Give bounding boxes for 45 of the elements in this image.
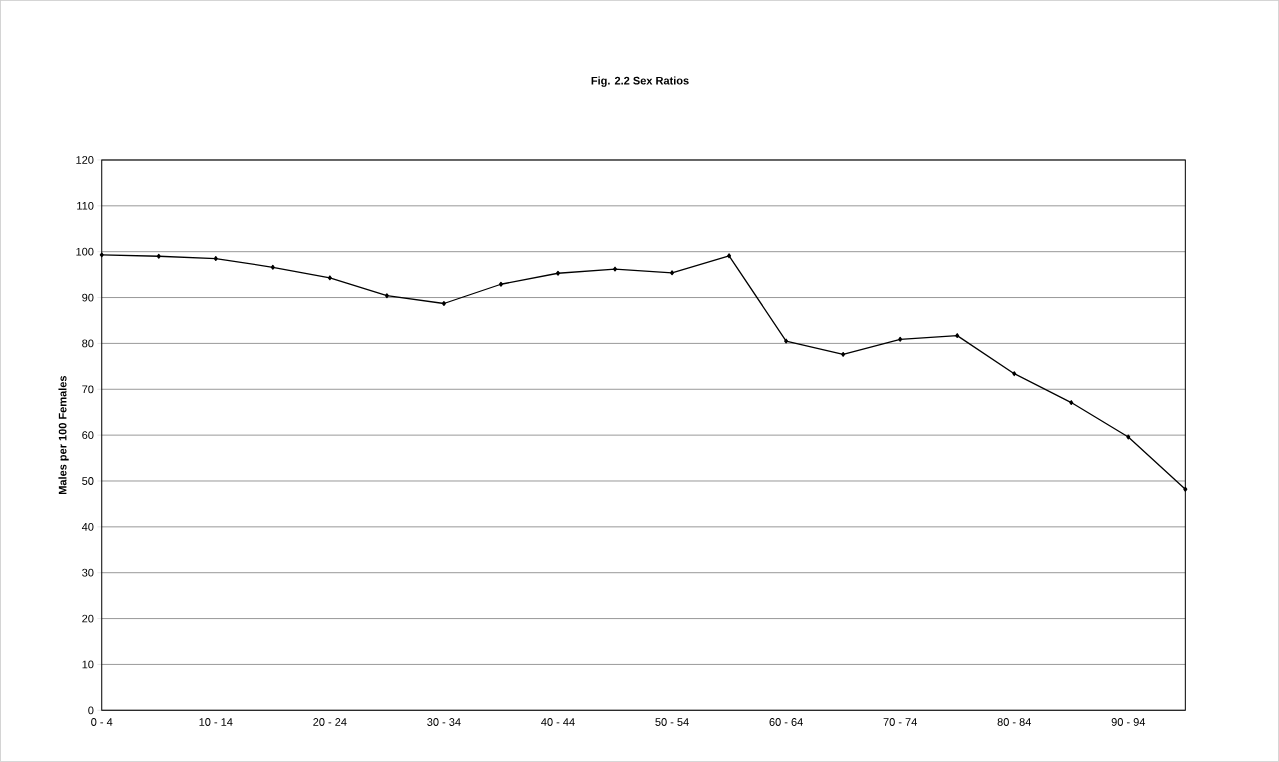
x-tick-label: 20 - 24 (313, 718, 347, 726)
point (1012, 371, 1017, 377)
y-tick-label: 20 (82, 614, 94, 623)
y-tick-label: 110 (77, 202, 94, 210)
point (99, 252, 104, 258)
y-tick-label: 90 (82, 293, 94, 302)
x-tick-label: 30 - 34 (427, 718, 461, 726)
point (955, 333, 960, 339)
point (270, 264, 275, 270)
x-tick-label: 90 - 94 (1111, 718, 1146, 726)
y-tick-label: 30 (82, 568, 94, 577)
x-tick-label: 50 - 54 (655, 718, 689, 726)
x-tick-label: 0 - 4 (91, 718, 113, 726)
x-tick-label: 70 - 74 (883, 718, 917, 726)
point (384, 293, 389, 299)
point (898, 336, 903, 342)
point (1183, 486, 1188, 492)
x-tick-label: 10 - 14 (199, 718, 233, 726)
point (213, 256, 218, 262)
y-axis-title: Males per 100 Females (58, 376, 69, 495)
point (441, 301, 446, 307)
point (613, 266, 618, 272)
y-tick-label: 60 (82, 431, 94, 440)
point (156, 253, 161, 259)
y-tick-label: 50 (82, 477, 94, 485)
y-tick-label: 100 (76, 247, 94, 256)
x-tick-label: 80 - 84 (997, 718, 1032, 726)
point (727, 253, 732, 259)
point (498, 281, 503, 287)
point (841, 352, 846, 357)
y-tick-label: 0 (88, 706, 94, 715)
x-tick-label: 60 - 64 (769, 718, 803, 726)
y-tick-label: 10 (82, 660, 94, 669)
y-tick-label: 40 (81, 523, 94, 531)
point (1126, 434, 1131, 440)
point (670, 270, 675, 276)
y-tick-label: 80 (82, 339, 94, 348)
y-tick-label: 120 (76, 156, 94, 164)
y-tick-label: 70 (82, 385, 94, 394)
x-tick-label: 40 - 44 (541, 718, 575, 726)
point (555, 270, 560, 276)
point (784, 338, 789, 344)
chart-title: Fig. 2.2 Sex Ratios (591, 76, 689, 87)
point (1069, 400, 1074, 406)
point (327, 275, 332, 281)
